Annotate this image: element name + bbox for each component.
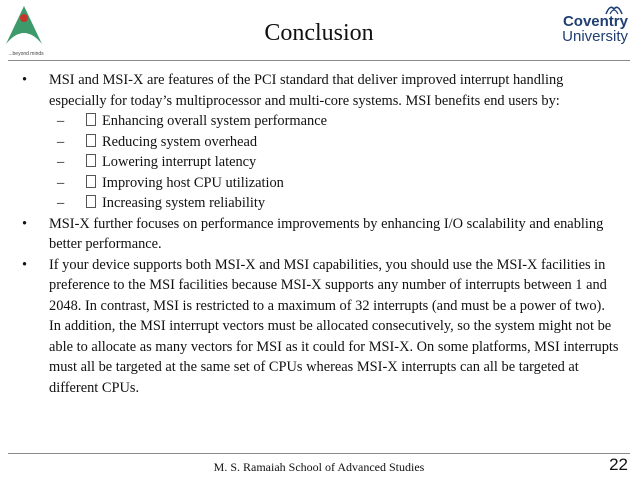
dash-marker: –	[57, 195, 65, 211]
coventry-crest-icon	[605, 6, 623, 15]
slide-title: Conclusion	[264, 20, 374, 46]
bullet-marker: •	[22, 215, 28, 232]
logo-text-coventry: Coventry	[562, 13, 628, 30]
logo-text-university: University	[562, 28, 628, 45]
sub-bullet-text: Improving host CPU utilization	[102, 174, 284, 191]
bullet-text: If your device supports both MSI-X and M…	[49, 256, 619, 396]
sub-bullet-item: – Lowering interrupt latency	[22, 152, 620, 173]
sub-bullet-item: – Reducing system overhead	[22, 132, 620, 153]
missing-glyph-box-icon	[86, 174, 96, 188]
dash-marker: –	[57, 174, 65, 191]
dash-marker: –	[57, 133, 65, 150]
missing-glyph-box-icon	[86, 154, 96, 167]
dash-marker: –	[57, 154, 65, 170]
sub-bullet-item: – Increasing system reliability	[22, 193, 620, 214]
sub-bullet-text: Reducing system overhead	[102, 133, 258, 150]
sub-bullet-item: – Enhancing overall system performance	[22, 111, 620, 132]
footer-text: M. S. Ramaiah School of Advanced Studies	[213, 460, 425, 474]
bullet-item: • If your device supports both MSI-X and…	[22, 255, 620, 399]
sub-bullet-text: Increasing system reliability	[102, 195, 266, 211]
missing-glyph-box-icon	[86, 195, 96, 208]
missing-glyph-box-icon	[86, 113, 96, 126]
logo-tagline: ...beyond minds	[8, 51, 44, 57]
bullet-text: MSI and MSI-X are features of the PCI st…	[49, 72, 564, 109]
coventry-university-logo: Coventry University	[558, 6, 628, 45]
footer-divider	[8, 453, 630, 454]
dash-marker: –	[57, 113, 65, 129]
bullet-text: MSI-X further focuses on performance imp…	[49, 215, 604, 253]
header-divider	[8, 60, 630, 61]
sub-bullet-item: – Improving host CPU utilization	[22, 173, 620, 194]
sub-bullet-text: Enhancing overall system performance	[102, 113, 327, 129]
bullet-item: • MSI-X further focuses on performance i…	[22, 214, 620, 255]
bullet-marker: •	[22, 256, 28, 273]
msras-logo: ...beyond minds	[4, 4, 44, 57]
missing-glyph-box-icon	[86, 133, 96, 147]
sub-bullet-text: Lowering interrupt latency	[102, 154, 257, 170]
bullet-marker: •	[22, 72, 28, 88]
msras-logo-emblem-icon	[6, 6, 42, 44]
page-number: 22	[609, 455, 628, 474]
slide-body: • MSI and MSI-X are features of the PCI …	[22, 70, 620, 398]
bullet-item: • MSI and MSI-X are features of the PCI …	[22, 70, 620, 111]
